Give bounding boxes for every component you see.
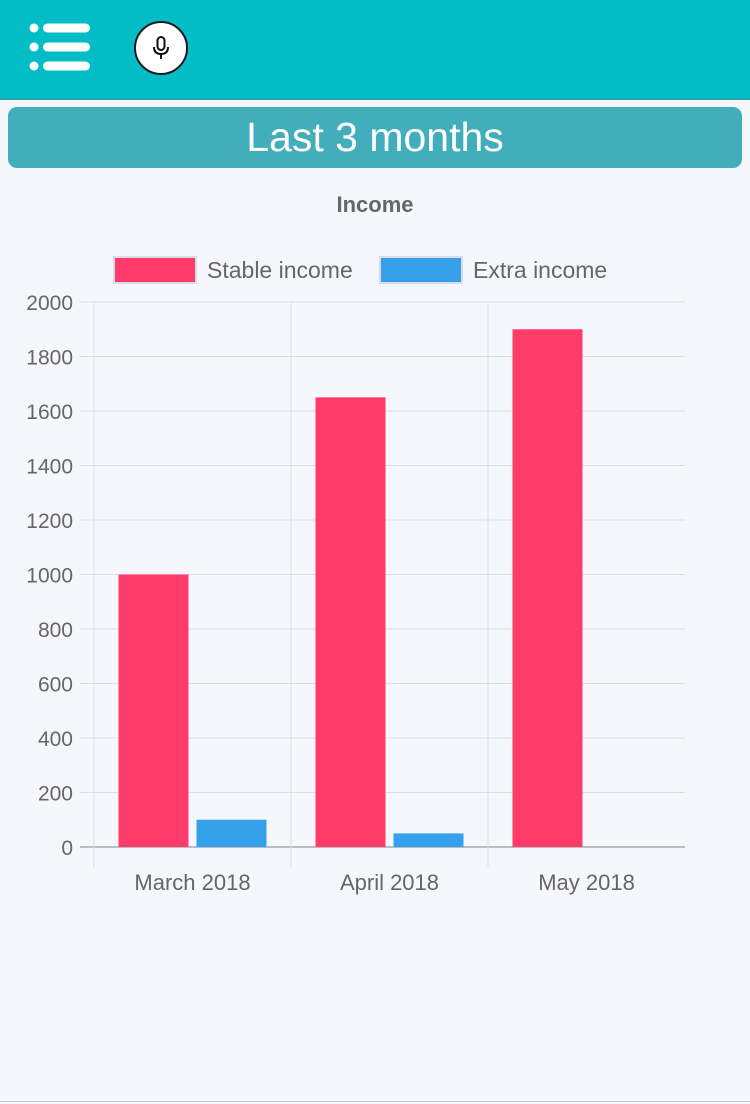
legend-swatch-2: [379, 256, 463, 284]
bar-stable-income-3: [512, 329, 583, 847]
microphone-icon: [153, 36, 169, 59]
y-tick-label: 1200: [26, 510, 73, 533]
bar-stable-income-1: [118, 574, 189, 847]
period-banner: Last 3 months: [8, 107, 742, 168]
legend-swatch-1: [113, 256, 197, 284]
y-tick-label: 1400: [26, 456, 73, 479]
y-tick-label: 600: [38, 674, 73, 697]
legend-label-2: Extra income: [473, 257, 607, 283]
bar-extra-income-1: [196, 819, 267, 847]
menu-list-icon[interactable]: [28, 22, 92, 74]
x-tick-label: March 2018: [134, 870, 250, 895]
income-bar-chart: Income Stable income Extra income 0 200 400 60…: [26, 192, 685, 895]
bar-extra-income-2: [393, 833, 464, 847]
bar-stable-income-2: [315, 397, 386, 847]
y-tick-label: 400: [38, 728, 73, 751]
y-tick-label: 1000: [26, 565, 73, 588]
y-tick-label: 1800: [26, 347, 73, 370]
y-tick-label: 1600: [26, 401, 73, 424]
legend-label-1: Stable income: [207, 257, 353, 283]
y-tick-label: 2000: [26, 292, 73, 315]
y-tick-label: 800: [38, 619, 73, 642]
chart-title: Income: [336, 192, 413, 217]
bottom-divider: [0, 1101, 750, 1102]
y-tick-label: 200: [38, 783, 73, 806]
x-tick-label: April 2018: [340, 870, 439, 895]
microphone-button[interactable]: [134, 21, 188, 75]
y-tick-label: 0: [61, 837, 73, 860]
x-tick-label: May 2018: [538, 870, 635, 895]
top-app-bar: [0, 0, 750, 100]
